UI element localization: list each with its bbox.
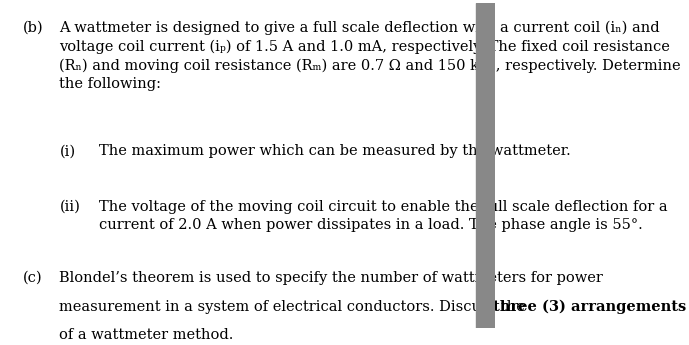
Text: (ii): (ii)	[59, 199, 80, 214]
Text: The voltage of the moving coil circuit to enable the full scale deflection for a: The voltage of the moving coil circuit t…	[99, 199, 668, 232]
Text: Blondel’s theorem is used to specify the number of wattmeters for power: Blondel’s theorem is used to specify the…	[59, 271, 604, 285]
Bar	[476, 3, 495, 328]
Text: three (3) arrangements: three (3) arrangements	[493, 300, 686, 314]
Text: (b): (b)	[23, 21, 43, 34]
Text: A wattmeter is designed to give a full scale deflection with a current coil (iₙ): A wattmeter is designed to give a full s…	[59, 21, 681, 91]
Text: (i): (i)	[59, 144, 76, 158]
Text: measurement in a system of electrical conductors. Discuss the: measurement in a system of electrical co…	[59, 300, 530, 314]
Text: The maximum power which can be measured by the wattmeter.: The maximum power which can be measured …	[99, 144, 570, 158]
Text: (c): (c)	[23, 271, 42, 285]
Text: of a wattmeter method.: of a wattmeter method.	[59, 328, 234, 342]
